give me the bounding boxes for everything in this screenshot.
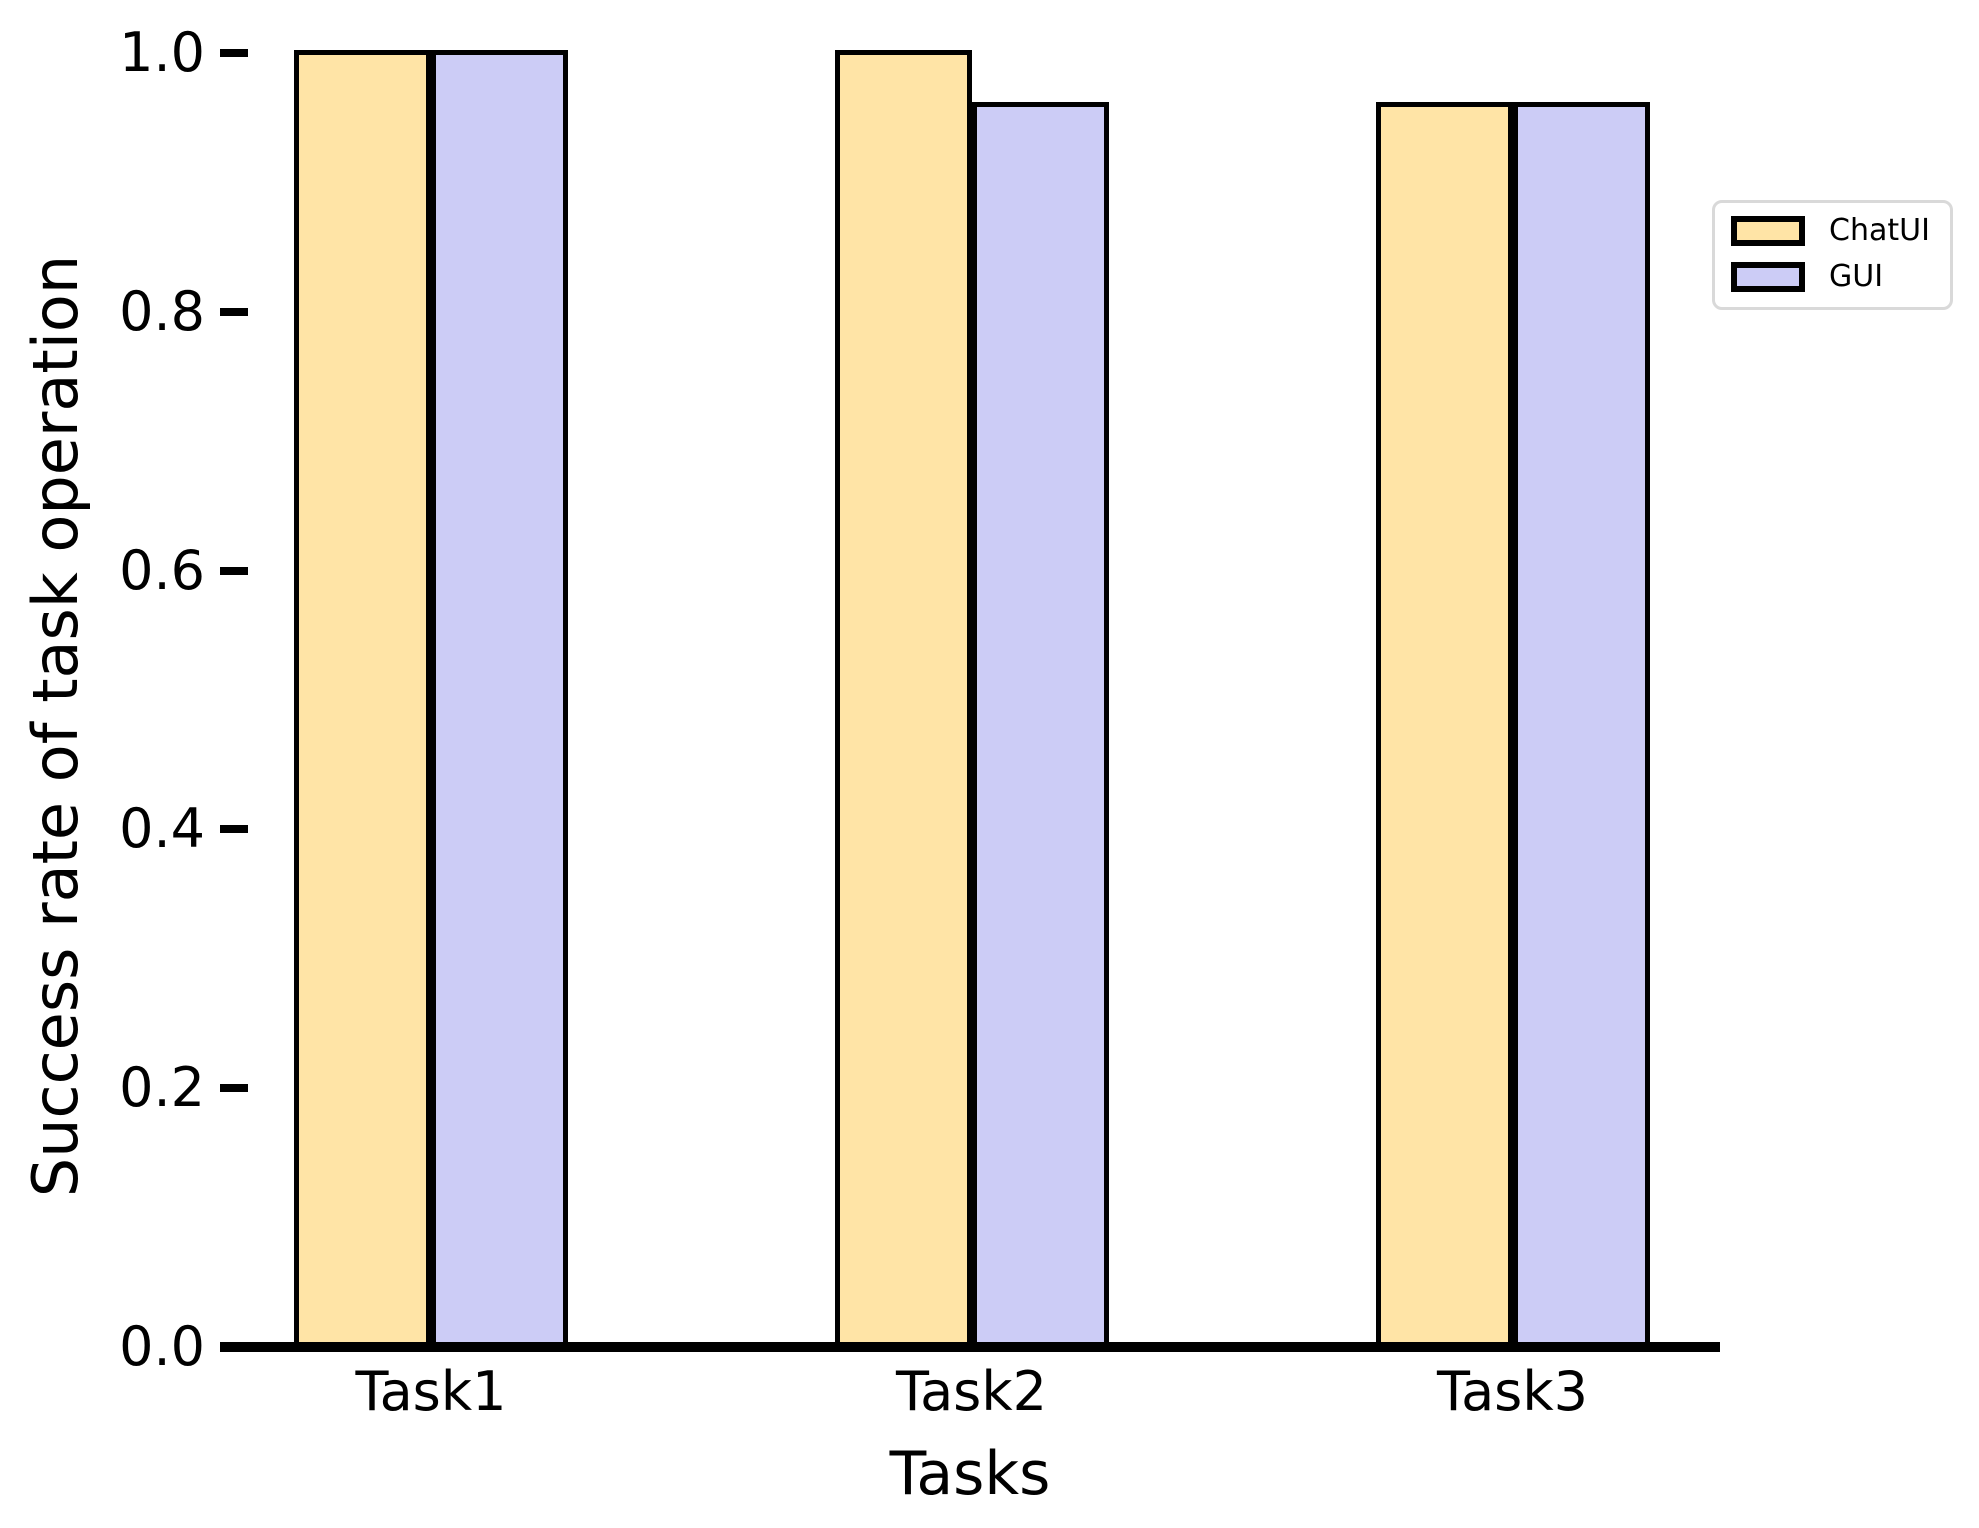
bar-task2-gui — [971, 101, 1109, 1350]
y-tick-mark — [220, 1084, 248, 1093]
y-tick-label: 0.8 — [119, 279, 205, 343]
y-axis-label: Success rate of task operation — [19, 254, 92, 1198]
bar-task2-chatui — [834, 50, 972, 1350]
bar-task3-gui — [1512, 101, 1650, 1350]
bar-task1-chatui — [294, 50, 431, 1350]
y-tick-label: 1.0 — [119, 21, 205, 84]
x-tick-label: Task2 — [896, 1360, 1047, 1423]
y-tick-mark — [220, 307, 248, 316]
bar-task3-chatui — [1375, 101, 1513, 1350]
y-tick-mark — [220, 825, 248, 834]
legend-swatch-chatui — [1731, 216, 1805, 246]
y-tick-label: 0.6 — [119, 538, 205, 602]
legend-swatch-gui — [1731, 262, 1805, 292]
bar-task1-gui — [431, 50, 568, 1350]
legend-box: ChatUI GUI — [1712, 200, 1953, 310]
x-tick-label: Task3 — [1437, 1360, 1588, 1423]
legend-label: ChatUI — [1829, 213, 1930, 248]
y-tick-mark — [220, 49, 248, 57]
legend-item: ChatUI — [1731, 216, 1950, 246]
legend-item: GUI — [1731, 262, 1950, 292]
y-tick-mark — [220, 566, 248, 575]
x-tick-label: Task1 — [355, 1360, 507, 1423]
y-tick-label: 0.2 — [119, 1056, 205, 1120]
y-tick-label: 0.4 — [119, 797, 205, 861]
legend-label: GUI — [1829, 259, 1884, 294]
y-tick-label: 0.0 — [119, 1315, 205, 1378]
x-axis-label: Tasks — [889, 1439, 1051, 1509]
x-axis-spine — [220, 1342, 1720, 1352]
